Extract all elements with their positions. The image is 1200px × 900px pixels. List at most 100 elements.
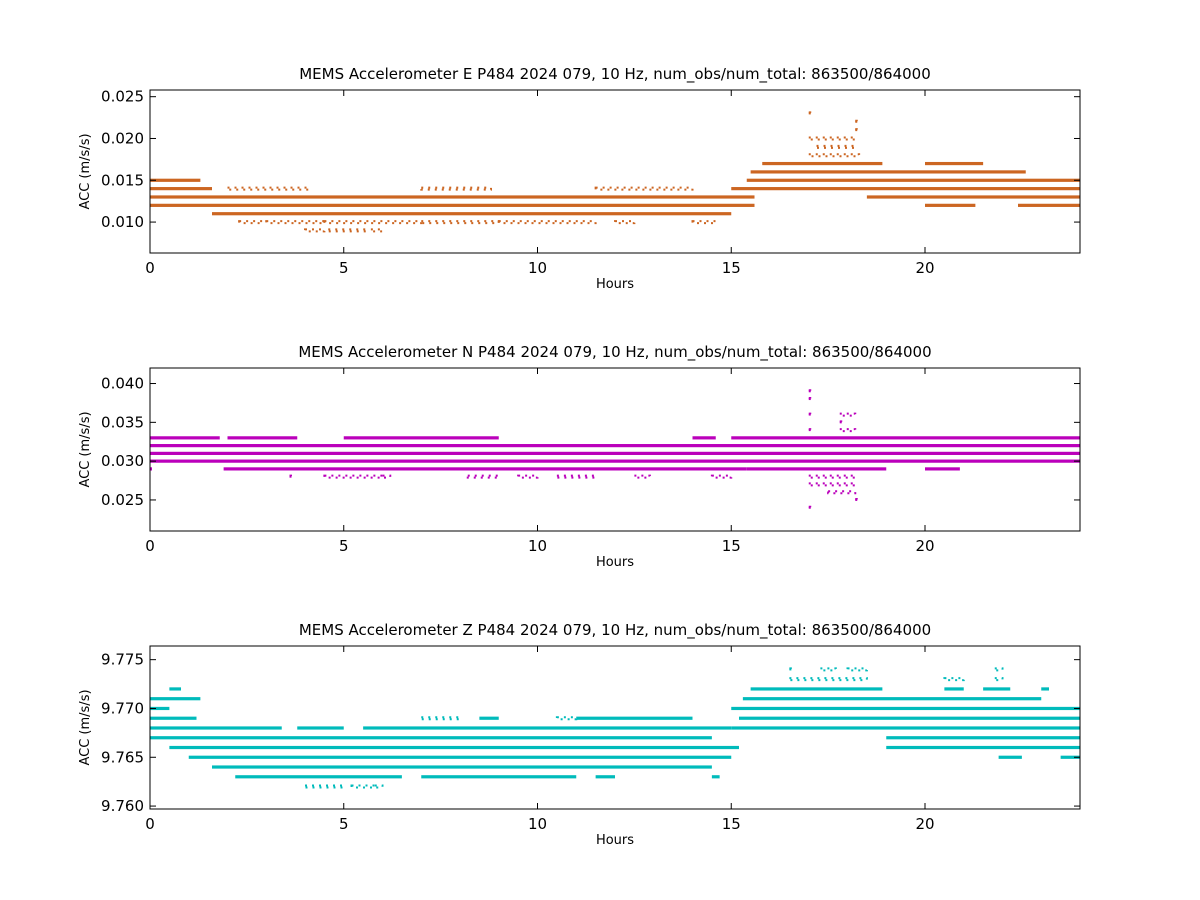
x-tick-label-3: 15 — [722, 537, 741, 555]
data-band-0-9-1 — [925, 161, 984, 166]
data-band-1-11-0-dot — [839, 421, 842, 424]
plot-area — [150, 389, 1080, 510]
data-band-2-12-2 — [993, 677, 1004, 682]
x-axis-label: Hours — [596, 833, 634, 848]
data-band-1-7-0 — [150, 451, 1080, 455]
data-band-2-4-0 — [169, 745, 739, 750]
data-band-1-5-0 — [150, 467, 152, 471]
chart-title: MEMS Accelerometer E P484 2024 079, 10 H… — [299, 65, 931, 84]
y-axis-label: ACC (m/s/s) — [78, 689, 93, 765]
data-band-0-1-4 — [497, 220, 597, 225]
data-band-0-1-0 — [238, 220, 264, 225]
data-band-0-7-1 — [746, 178, 1080, 182]
data-band-0-3-1 — [925, 203, 976, 207]
data-band-1-5-2 — [746, 467, 887, 471]
data-band-2-11-4 — [1041, 687, 1049, 691]
y-tick-label-0: 9.760 — [101, 797, 144, 815]
data-band-2-6-2 — [363, 726, 732, 730]
data-band-1-4-4 — [517, 474, 539, 479]
data-band-1-9-2 — [343, 436, 499, 440]
data-band-0-5-0 — [150, 187, 212, 191]
data-band-0-13-0-dot — [855, 129, 858, 132]
data-band-0-10-0 — [807, 153, 861, 158]
y-tick-label-0: 0.010 — [101, 213, 144, 231]
data-band-2-1-3 — [711, 775, 720, 779]
data-band-2-2-0 — [212, 765, 712, 769]
chart-panel-2: 0 5 10 15 20 9.760 9.765 9.770 9.775 MEMS Acceler… — [78, 621, 1081, 848]
data-band-2-11-2 — [944, 687, 964, 691]
chart-title: MEMS Accelerometer N P484 2024 079, 10 H… — [298, 343, 931, 362]
x-tick-label-1: 5 — [339, 815, 349, 833]
data-band-2-1-0 — [235, 775, 402, 779]
x-tick-label-1: 5 — [339, 537, 349, 555]
data-band-2-8-0 — [420, 716, 461, 721]
plot-area — [150, 111, 1080, 233]
data-band-0-3-2 — [1018, 203, 1080, 207]
data-band-0-14-0-dot — [855, 120, 858, 123]
data-band-2-6-1 — [297, 726, 344, 730]
data-band-2-7-0 — [150, 716, 197, 720]
axes-frame — [149, 89, 1081, 254]
y-tick-label-3: 0.040 — [101, 375, 144, 393]
data-band-1-9-3 — [692, 436, 716, 440]
data-band-2-1-2 — [595, 775, 615, 779]
chart-panel-0: 0 5 10 15 20 0.010 0.015 0.020 0.025 MEMS Acceler… — [78, 65, 1081, 292]
x-tick-label-4: 20 — [915, 259, 934, 277]
data-band-0-4-1 — [866, 195, 1080, 199]
data-band-0-4-0 — [150, 195, 755, 199]
data-band-2-8-1 — [555, 716, 578, 721]
x-axis-label: Hours — [596, 277, 634, 292]
x-tick-label-0: 0 — [145, 259, 155, 277]
x-tick-label-3: 15 — [722, 815, 741, 833]
data-band-0-1-2 — [323, 220, 423, 225]
y-tick-label-1: 9.765 — [101, 748, 144, 766]
data-band-1-10-1 — [838, 428, 857, 433]
data-band-2-0-1 — [350, 784, 376, 789]
data-band-0-0-0 — [304, 228, 326, 233]
x-tick-label-2: 10 — [528, 537, 547, 555]
data-band-1-4-8 — [807, 474, 857, 479]
data-band-1-4-0-dot — [289, 475, 292, 478]
data-band-0-6-1 — [420, 186, 492, 191]
data-band-0-0-1 — [327, 228, 368, 233]
data-band-1-6-0 — [150, 459, 1080, 463]
chart-title: MEMS Accelerometer Z P484 2024 079, 10 H… — [299, 621, 931, 640]
data-band-1-4-1 — [323, 474, 384, 479]
y-tick-label-3: 0.025 — [101, 88, 144, 106]
data-band-2-3-2 — [1060, 755, 1080, 759]
data-band-2-11-0 — [169, 687, 181, 691]
data-band-1-14-0-dot — [808, 390, 811, 393]
data-band-2-1-1 — [421, 775, 577, 779]
data-band-1-0-0-dot — [808, 506, 811, 509]
data-band-0-6-0 — [226, 186, 310, 191]
data-band-1-1-0-dot — [855, 498, 858, 501]
data-band-2-5-0 — [150, 736, 712, 740]
data-band-2-0-0 — [304, 784, 345, 789]
axes-frame — [149, 645, 1081, 810]
data-band-2-11-1 — [750, 687, 883, 691]
data-band-1-3-0 — [807, 482, 857, 487]
data-band-1-5-3 — [925, 467, 960, 471]
data-band-1-9-0 — [150, 436, 220, 440]
data-band-0-3-0 — [150, 203, 755, 207]
y-axis-label: ACC (m/s/s) — [78, 133, 93, 209]
data-band-2-6-0 — [150, 726, 282, 730]
x-tick-label-0: 0 — [145, 815, 155, 833]
data-band-0-15-0-dot — [808, 112, 811, 115]
data-band-2-7-2 — [576, 716, 693, 720]
plot-area — [150, 667, 1080, 789]
data-band-2-13-3 — [993, 667, 1004, 672]
data-band-0-12-0 — [807, 136, 857, 141]
data-band-0-7-0 — [150, 178, 201, 182]
data-band-0-1-6 — [691, 220, 717, 225]
data-band-0-1-3 — [420, 220, 500, 225]
data-band-1-8-0 — [150, 444, 1080, 448]
data-band-1-5-1 — [223, 467, 747, 471]
x-tick-label-4: 20 — [915, 815, 934, 833]
data-band-2-12-1 — [943, 677, 965, 682]
data-band-2-12-0 — [788, 677, 868, 682]
data-band-2-3-1 — [998, 755, 1022, 759]
data-band-2-6-3 — [731, 726, 1080, 730]
y-axis-label: ACC (m/s/s) — [78, 411, 93, 487]
